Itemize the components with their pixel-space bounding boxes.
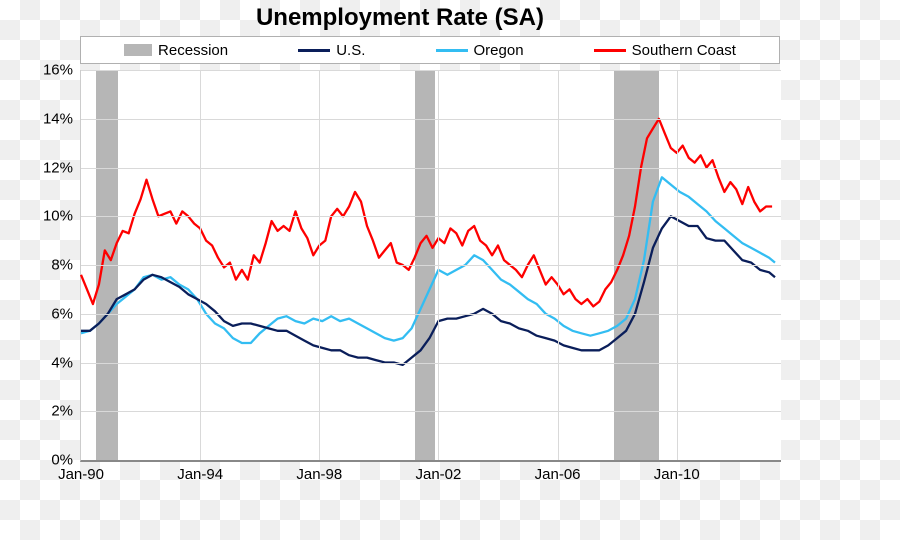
ytick-label: 10% bbox=[43, 208, 81, 225]
xtick-label: Jan-94 bbox=[177, 460, 223, 483]
xtick-label: Jan-06 bbox=[535, 460, 581, 483]
ytick-label: 12% bbox=[43, 159, 81, 176]
gridline-v bbox=[319, 70, 320, 460]
plot-area: 0%2%4%6%8%10%12%14%16%Jan-90Jan-94Jan-98… bbox=[80, 70, 781, 462]
xtick-label: Jan-98 bbox=[296, 460, 342, 483]
xtick-label: Jan-10 bbox=[654, 460, 700, 483]
legend-item: Recession bbox=[124, 42, 228, 59]
legend-swatch bbox=[124, 44, 152, 56]
legend-item: Oregon bbox=[436, 42, 524, 59]
gridline-v bbox=[677, 70, 678, 460]
xtick-label: Jan-90 bbox=[58, 460, 104, 483]
ytick-label: 4% bbox=[51, 354, 81, 371]
xtick-label: Jan-02 bbox=[416, 460, 462, 483]
ytick-label: 6% bbox=[51, 305, 81, 322]
series-line bbox=[81, 119, 772, 307]
gridline-v bbox=[438, 70, 439, 460]
legend-line-marker bbox=[594, 49, 626, 52]
legend-label: Recession bbox=[158, 42, 228, 59]
legend-line-marker bbox=[298, 49, 330, 52]
legend-item: U.S. bbox=[298, 42, 365, 59]
legend: Recession U.S. Oregon Southern Coast bbox=[80, 36, 780, 64]
legend-line-marker bbox=[436, 49, 468, 52]
legend-label: U.S. bbox=[336, 42, 365, 59]
chart-title: Unemployment Rate (SA) bbox=[0, 4, 800, 32]
legend-item: Southern Coast bbox=[594, 42, 736, 59]
ytick-label: 16% bbox=[43, 62, 81, 79]
gridline-v bbox=[200, 70, 201, 460]
gridline-v bbox=[558, 70, 559, 460]
legend-label: Southern Coast bbox=[632, 42, 736, 59]
legend-label: Oregon bbox=[474, 42, 524, 59]
ytick-label: 8% bbox=[51, 257, 81, 274]
ytick-label: 2% bbox=[51, 403, 81, 420]
series-line bbox=[81, 177, 775, 343]
ytick-label: 14% bbox=[43, 110, 81, 127]
